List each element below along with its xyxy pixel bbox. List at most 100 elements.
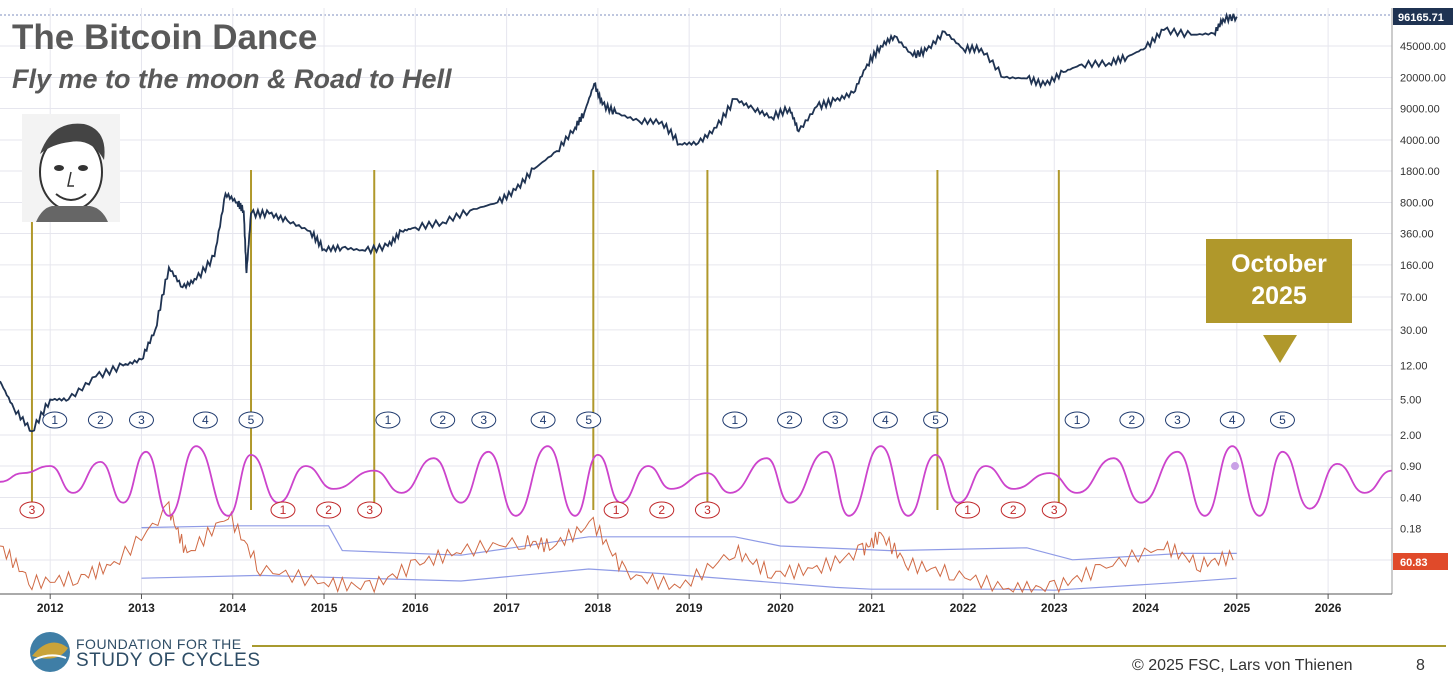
author-portrait bbox=[22, 114, 120, 222]
callout-down-arrow-icon bbox=[1263, 335, 1297, 363]
cycle-marker-label: 1 bbox=[51, 413, 58, 427]
logo-text-top: FOUNDATION FOR THE bbox=[76, 636, 242, 652]
copyright-text: © 2025 FSC, Lars von Thienen bbox=[1132, 657, 1353, 674]
y-tick-label: 4000.00 bbox=[1400, 135, 1440, 147]
cycle-marker-ellipse bbox=[1000, 501, 1026, 519]
indicator-oscillator-line bbox=[0, 500, 1234, 594]
indicator-upper-band bbox=[141, 525, 1237, 561]
indicator-lower-band bbox=[141, 568, 1237, 591]
x-tick-label: 2018 bbox=[585, 601, 612, 615]
chart-title: The Bitcoin Dance bbox=[12, 18, 318, 57]
cycle-marker-ellipse bbox=[1164, 411, 1190, 429]
cycle-markers: 3 1 2 3 4 5 1 2 3 1 2 3 4 5 1 2 3 1 2 3 4 5 1 2 3 1 2 3 4 5 bbox=[19, 411, 1295, 519]
callout-year: 2025 bbox=[1251, 282, 1307, 310]
cycle-marker-ellipse bbox=[872, 411, 898, 429]
y-tick-label: 800.00 bbox=[1400, 197, 1434, 209]
cycle-marker-label: 2 bbox=[1010, 503, 1017, 517]
current-price-badge bbox=[1393, 8, 1453, 25]
cycle-current-dot bbox=[1231, 462, 1240, 471]
y-tick-label: 160.00 bbox=[1400, 260, 1434, 272]
cycle-marker-label: 2 bbox=[786, 413, 793, 427]
cycle-marker-ellipse bbox=[87, 411, 113, 429]
cycle-marker-ellipse bbox=[777, 411, 803, 429]
x-tick-label: 2012 bbox=[37, 601, 64, 615]
y-tick-label: 360.00 bbox=[1400, 228, 1434, 240]
x-tick-label: 2016 bbox=[402, 601, 429, 615]
x-tick-label: 2013 bbox=[128, 601, 155, 615]
cycle-marker-ellipse bbox=[722, 411, 748, 429]
y-axis: 45000.00 20000.00 9000.00 4000.00 1800.00 800… bbox=[1391, 8, 1453, 594]
cycle-marker-ellipse bbox=[1119, 411, 1145, 429]
cycle-marker-label: 5 bbox=[932, 413, 939, 427]
price-line bbox=[0, 11, 1238, 433]
cycle-marker-ellipse bbox=[1219, 411, 1245, 429]
x-tick-label: 2023 bbox=[1041, 601, 1068, 615]
cycle-marker-label: 3 bbox=[832, 413, 839, 427]
cycle-marker-label: 1 bbox=[1074, 413, 1081, 427]
x-tick-label: 2025 bbox=[1223, 601, 1250, 615]
cycle-marker-ellipse bbox=[471, 411, 497, 429]
y-tick-label: 0.18 bbox=[1400, 524, 1421, 536]
cycle-marker-ellipse bbox=[192, 411, 218, 429]
cycle-marker-label: 1 bbox=[964, 503, 971, 517]
cycle-marker-label: 3 bbox=[1051, 503, 1058, 517]
cycle-marker-label: 2 bbox=[1129, 413, 1136, 427]
x-tick-label: 2015 bbox=[311, 601, 338, 615]
indicator-value-badge bbox=[1393, 553, 1448, 570]
plot-area bbox=[0, 8, 1392, 594]
indicator-value-label: 60.83 bbox=[1400, 557, 1428, 569]
cycle-marker-ellipse bbox=[649, 501, 675, 519]
cycle-marker-ellipse bbox=[955, 501, 981, 519]
cycle-marker-label: 2 bbox=[658, 503, 665, 517]
cycle-marker-label: 1 bbox=[731, 413, 738, 427]
y-tick-label: 20000.00 bbox=[1400, 72, 1446, 84]
y-tick-label: 9000.00 bbox=[1400, 103, 1440, 115]
cycle-marker-label: 3 bbox=[480, 413, 487, 427]
indicator-bands bbox=[0, 500, 1237, 594]
cycle-marker-ellipse bbox=[530, 411, 556, 429]
y-tick-label: 45000.00 bbox=[1400, 41, 1446, 53]
cycle-marker-ellipse bbox=[316, 501, 342, 519]
cycle-marker-ellipse bbox=[576, 411, 602, 429]
cycle-marker-label: 3 bbox=[366, 503, 373, 517]
cycle-marker-ellipse bbox=[128, 411, 154, 429]
chart-grid bbox=[0, 8, 1392, 594]
cycle-marker-label: 2 bbox=[97, 413, 104, 427]
cycle-marker-label: 3 bbox=[29, 503, 36, 517]
cycle-marker-label: 2 bbox=[325, 503, 332, 517]
cycle-marker-ellipse bbox=[42, 411, 68, 429]
cycle-marker-ellipse bbox=[357, 501, 383, 519]
cycle-marker-ellipse bbox=[923, 411, 949, 429]
cycle-marker-label: 1 bbox=[280, 503, 287, 517]
cycle-marker-label: 4 bbox=[202, 413, 209, 427]
y-tick-label: 1800.00 bbox=[1400, 166, 1440, 178]
callout-month: October bbox=[1231, 250, 1327, 278]
page-number: 8 bbox=[1416, 657, 1425, 674]
footer-divider bbox=[252, 645, 1446, 647]
y-tick-label: 12.00 bbox=[1400, 360, 1428, 372]
cycle-marker-label: 1 bbox=[613, 503, 620, 517]
october-2025-callout: October 2025 bbox=[1206, 239, 1352, 323]
cycle-marker-ellipse bbox=[1269, 411, 1295, 429]
cycle-marker-label: 5 bbox=[585, 413, 592, 427]
logo-text-bottom: STUDY OF CYCLES bbox=[76, 650, 261, 671]
cycle-marker-label: 5 bbox=[248, 413, 255, 427]
cycle-marker-ellipse bbox=[270, 501, 296, 519]
x-tick-label: 2024 bbox=[1132, 601, 1159, 615]
chart-series bbox=[0, 11, 1393, 517]
cycle-marker-ellipse bbox=[19, 501, 45, 519]
cycle-marker-ellipse bbox=[694, 501, 720, 519]
cycle-marker-label: 3 bbox=[1174, 413, 1181, 427]
cycle-marker-ellipse bbox=[238, 411, 264, 429]
cycle-marker-label: 3 bbox=[138, 413, 145, 427]
portrait-sketch-icon bbox=[36, 123, 108, 222]
cycle-marker-ellipse bbox=[375, 411, 401, 429]
cycle-marker-ellipse bbox=[1064, 411, 1090, 429]
y-tick-label: 0.90 bbox=[1400, 461, 1421, 473]
cycle-marker-ellipse bbox=[1041, 501, 1067, 519]
x-tick-label: 2026 bbox=[1315, 601, 1342, 615]
y-tick-label: 0.40 bbox=[1400, 493, 1421, 505]
cycle-marker-label: 1 bbox=[385, 413, 392, 427]
cycle-marker-label: 4 bbox=[882, 413, 889, 427]
